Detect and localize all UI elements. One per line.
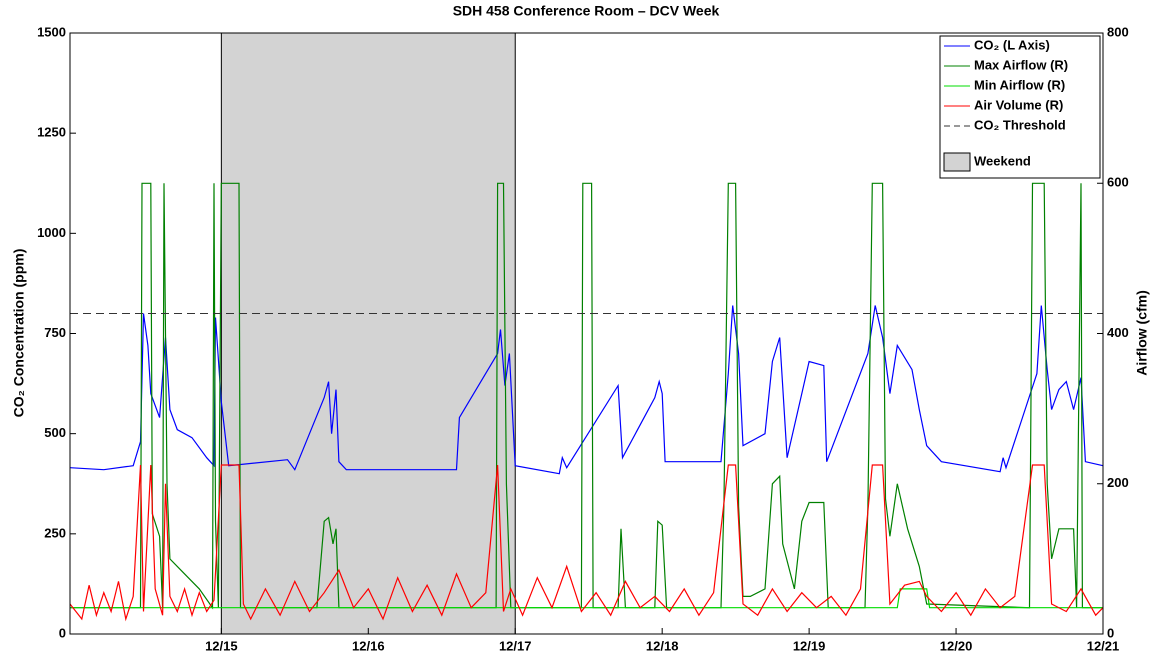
legend-label: Air Volume (R) (974, 97, 1063, 112)
chart-title: SDH 458 Conference Room – DCV Week (453, 3, 720, 19)
y2-tick-label: 600 (1107, 175, 1129, 190)
series-line (70, 182, 1103, 610)
x-tick-label: 12/15 (205, 638, 238, 653)
y-tick-label: 250 (44, 525, 66, 540)
weekend-region (220, 32, 516, 635)
series-line (69, 305, 1104, 475)
y2-tick-label: 200 (1107, 475, 1129, 490)
y-tick-label: 750 (44, 325, 66, 340)
x-tick-label: 12/21 (1087, 638, 1120, 653)
y-tick-label: 1250 (37, 125, 66, 140)
x-tick-label: 12/16 (352, 638, 385, 653)
legend-label: Max Airflow (R) (974, 57, 1068, 72)
y2-tick-label: 0 (1107, 625, 1114, 640)
y-axis-label: CO₂ Concentration (ppm) (11, 249, 27, 418)
legend-swatch (943, 152, 971, 172)
y2-tick-label: 800 (1107, 24, 1129, 39)
y-tick-label: 1000 (37, 225, 66, 240)
legend-label: CO₂ (L Axis) (974, 37, 1050, 52)
y-tick-label: 0 (59, 625, 66, 640)
series-line (70, 588, 1103, 609)
y-tick-label: 500 (44, 425, 66, 440)
legend-label: CO₂ Threshold (974, 117, 1066, 132)
y-tick-label: 1500 (37, 24, 66, 39)
legend-label: Min Airflow (R) (974, 77, 1065, 92)
y2-tick-label: 400 (1107, 325, 1129, 340)
x-tick-label: 12/18 (646, 638, 679, 653)
legend-label: Weekend (974, 153, 1031, 168)
x-tick-label: 12/19 (793, 638, 826, 653)
series-line (69, 464, 1104, 622)
x-tick-label: 12/20 (940, 638, 973, 653)
x-tick-label: 12/17 (499, 638, 532, 653)
y2-axis-label: Airflow (cfm) (1134, 290, 1150, 376)
